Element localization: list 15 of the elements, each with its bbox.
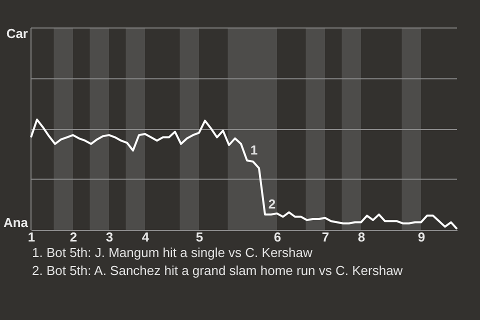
annotation: 1 — [250, 142, 258, 158]
annotation: 2 — [268, 196, 276, 212]
x-tick-label: 5 — [196, 230, 204, 244]
x-tick-label: 6 — [274, 230, 282, 244]
x-tick-label: 8 — [358, 230, 366, 244]
text: 2. Bot 5th: A. Sanchez hit a grand slam home run vs C. Kershaw — [32, 263, 404, 278]
x-tick-label: 3 — [106, 230, 114, 244]
x-tick-label: 4 — [142, 230, 150, 244]
x-tick-label: 2 — [70, 230, 78, 244]
x-tick-label: 1 — [28, 230, 36, 244]
text: 1. Bot 5th: J. Mangum hit a single vs C. Kershaw — [32, 245, 313, 260]
x-tick-label: 9 — [418, 230, 426, 244]
x-tick-label: 7 — [322, 230, 330, 244]
text: Ana — [3, 215, 29, 230]
text: Car — [6, 26, 28, 41]
